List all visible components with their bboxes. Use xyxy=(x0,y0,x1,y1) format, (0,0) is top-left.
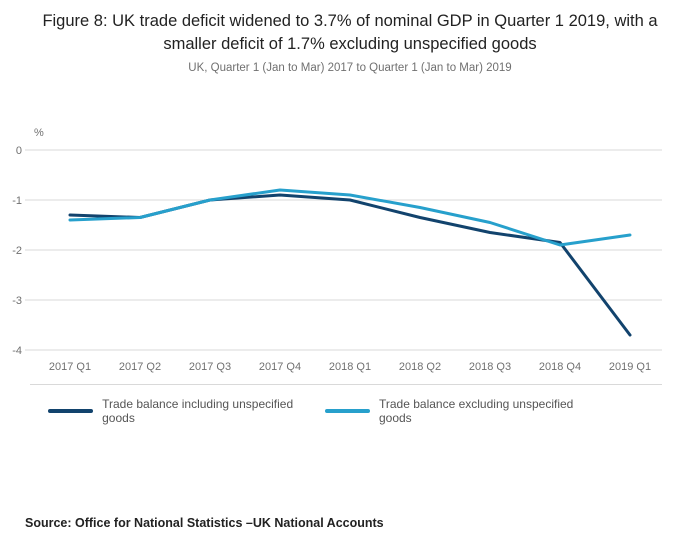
legend-swatch-including-unspecified xyxy=(48,409,94,414)
legend-label-excluding-unspecified: Trade balance excluding unspecified good… xyxy=(378,397,574,426)
svg-text:2018 Q3: 2018 Q3 xyxy=(469,361,511,373)
svg-text:2017 Q4: 2017 Q4 xyxy=(259,361,301,373)
svg-text:2017 Q3: 2017 Q3 xyxy=(189,361,231,373)
chart-subtitle: UK, Quarter 1 (Jan to Mar) 2017 to Quart… xyxy=(188,62,512,75)
svg-text:-1: -1 xyxy=(12,195,22,207)
legend: Trade balance including unspecified good… xyxy=(0,385,700,425)
svg-text:-4: -4 xyxy=(12,345,22,357)
source-text: Source: Office for National Statistics –… xyxy=(25,516,384,530)
legend-item-including-unspecified[interactable]: Trade balance including unspecified good… xyxy=(48,397,325,425)
svg-text:-3: -3 xyxy=(12,295,22,307)
svg-text:2018 Q4: 2018 Q4 xyxy=(539,361,581,373)
svg-text:-2: -2 xyxy=(12,245,22,257)
svg-text:2017 Q2: 2017 Q2 xyxy=(119,361,161,373)
svg-text:0: 0 xyxy=(16,145,22,157)
legend-swatch-excluding-unspecified xyxy=(324,409,370,414)
svg-text:2018 Q1: 2018 Q1 xyxy=(329,361,371,373)
svg-text:%: % xyxy=(34,127,44,139)
svg-text:2018 Q2: 2018 Q2 xyxy=(399,361,441,373)
chart-title: Figure 8: UK trade deficit widened to 3.… xyxy=(42,12,658,54)
legend-label-including-unspecified: Trade balance including unspecified good… xyxy=(102,397,294,426)
svg-text:2019 Q1: 2019 Q1 xyxy=(609,361,651,373)
legend-divider xyxy=(30,384,662,386)
legend-item-excluding-unspecified[interactable]: Trade balance excluding unspecified good… xyxy=(324,397,605,426)
trade-balance-line-chart: % 0 -1 -2 -3 -4 2017 Q1 2017 Q2 2017 Q3 2017 Q4 20… xyxy=(12,127,662,373)
svg-text:2017 Q1: 2017 Q1 xyxy=(49,361,91,373)
line-chart-area: % 0 -1 -2 -3 -4 2017 Q1 2017 Q2 2017 Q3 2017 Q4 20… xyxy=(0,74,700,378)
